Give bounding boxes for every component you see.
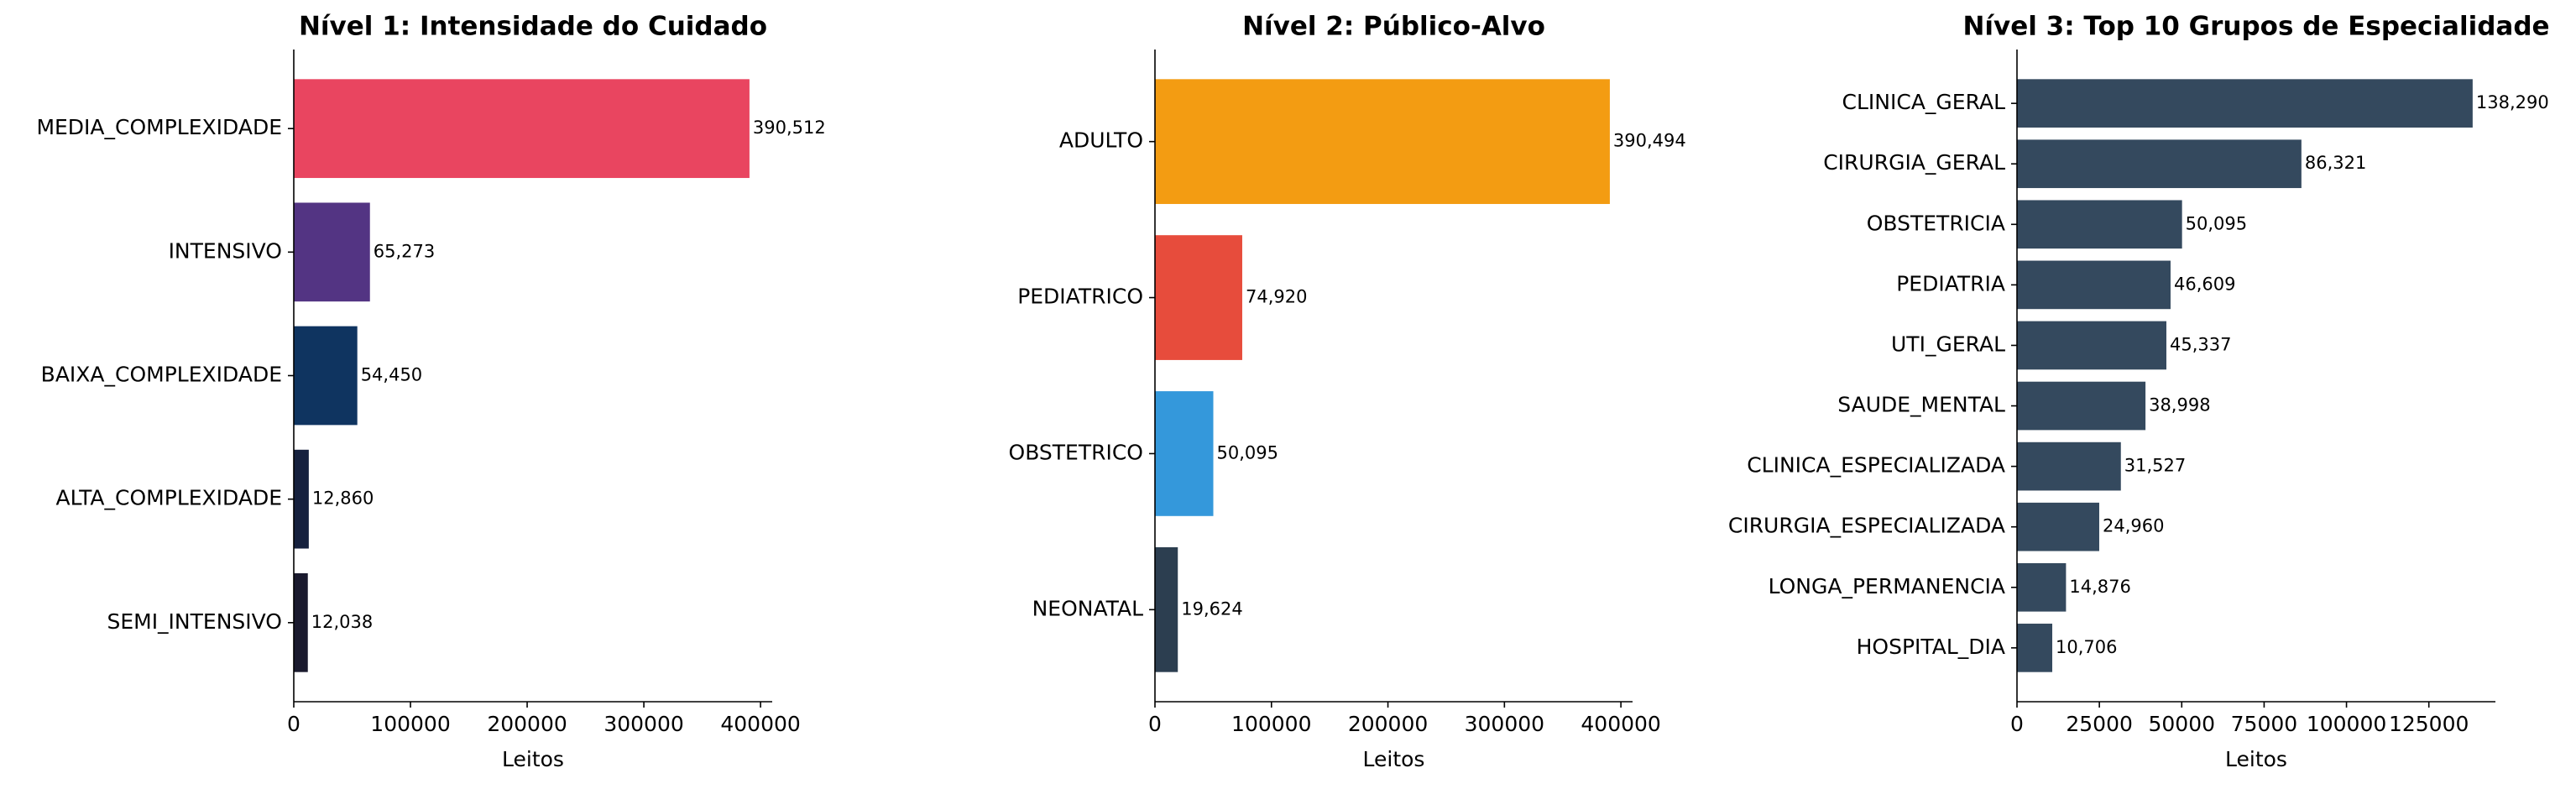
x-tick-label: 0 <box>2010 712 2024 736</box>
bar <box>2017 321 2166 370</box>
x-tick-label: 100000 <box>1231 712 1311 736</box>
y-tick-label: SAUDE_MENTAL <box>1837 393 2005 417</box>
chart-title: Nível 1: Intensidade do Cuidado <box>299 12 767 42</box>
x-tick-label: 400000 <box>1581 712 1660 736</box>
x-axis-label: Leitos <box>1363 747 1425 771</box>
x-tick-label: 400000 <box>720 712 800 736</box>
x-tick-label: 0 <box>287 712 300 736</box>
y-tick-label: PEDIATRICO <box>1017 285 1143 309</box>
y-tick-label: OBSTETRICO <box>1009 440 1143 464</box>
y-tick-label: LONGA_PERMANENCIA <box>1769 574 2005 598</box>
value-label: 24,960 <box>2103 516 2164 536</box>
bar <box>2017 502 2099 551</box>
x-tick-label: 50000 <box>2149 712 2216 736</box>
y-tick-label: NEONATAL <box>1032 596 1143 620</box>
value-label: 50,095 <box>1217 442 1278 462</box>
value-label: 86,321 <box>2305 153 2366 173</box>
bar <box>2017 260 2171 310</box>
value-label: 390,494 <box>1613 131 1686 151</box>
x-tick-label: 300000 <box>604 712 683 736</box>
x-tick-label: 0 <box>1148 712 1162 736</box>
value-label: 50,095 <box>2186 213 2247 233</box>
bar <box>2017 381 2146 431</box>
chart-title: Nível 2: Público-Alvo <box>1242 12 1545 42</box>
y-tick-label: MEDIA_COMPLEXIDADE <box>36 115 282 139</box>
value-label: 65,273 <box>374 241 435 261</box>
bar <box>2017 624 2053 672</box>
value-label: 14,876 <box>2069 577 2130 597</box>
bar <box>2017 200 2182 249</box>
value-label: 390,512 <box>753 118 826 138</box>
y-tick-label: SEMI_INTENSIVO <box>107 609 282 634</box>
value-label: 12,038 <box>311 612 373 632</box>
x-tick-label: 100000 <box>2307 712 2386 736</box>
bar <box>294 326 358 426</box>
value-label: 45,337 <box>2170 334 2231 354</box>
value-label: 31,527 <box>2124 456 2186 476</box>
value-label: 12,860 <box>312 489 374 509</box>
y-tick-label: INTENSIVO <box>169 238 282 263</box>
y-tick-label: UTI_GERAL <box>1891 332 2005 356</box>
bar <box>294 79 750 179</box>
x-tick-label: 100000 <box>370 712 450 736</box>
y-tick-label: CIRURGIA_GERAL <box>1823 150 2005 175</box>
bar <box>2017 139 2302 189</box>
value-label: 138,290 <box>2476 92 2549 112</box>
y-tick-label: CLINICA_GERAL <box>1842 90 2006 114</box>
bar <box>1155 391 1214 516</box>
y-tick-label: OBSTETRICIA <box>1867 211 2005 235</box>
value-label: 10,706 <box>2056 637 2117 657</box>
x-axis-label: Leitos <box>2225 747 2287 771</box>
bar <box>1155 235 1242 360</box>
y-tick-label: BAIXA_COMPLEXIDADE <box>41 363 282 387</box>
y-tick-label: HOSPITAL_DIA <box>1857 635 2005 659</box>
bar <box>294 449 309 549</box>
value-label: 19,624 <box>1181 598 1242 619</box>
bar <box>294 202 370 302</box>
y-tick-label: CLINICA_ESPECIALIZADA <box>1747 453 2005 478</box>
y-tick-label: CIRURGIA_ESPECIALIZADA <box>1728 514 2005 538</box>
x-tick-label: 300000 <box>1465 712 1544 736</box>
chart-title: Nível 3: Top 10 Grupos de Especialidade <box>1962 12 2549 42</box>
x-tick-label: 25000 <box>2066 712 2133 736</box>
x-tick-label: 125000 <box>2389 712 2469 736</box>
bar <box>2017 442 2121 491</box>
bar <box>294 572 308 672</box>
x-axis-label: Leitos <box>502 747 564 771</box>
x-tick-label: 200000 <box>487 712 567 736</box>
value-label: 74,920 <box>1246 287 1307 307</box>
bar <box>1155 546 1178 672</box>
value-label: 54,450 <box>361 365 422 385</box>
y-tick-label: PEDIATRIA <box>1896 271 2005 295</box>
value-label: 46,609 <box>2174 274 2235 294</box>
bar <box>2017 79 2473 128</box>
y-tick-label: ALTA_COMPLEXIDADE <box>56 486 282 510</box>
value-label: 38,998 <box>2149 395 2210 415</box>
x-tick-label: 200000 <box>1348 712 1428 736</box>
bar <box>2017 562 2067 612</box>
bar <box>1155 79 1610 205</box>
y-tick-label: ADULTO <box>1059 128 1143 153</box>
x-tick-label: 75000 <box>2231 712 2298 736</box>
